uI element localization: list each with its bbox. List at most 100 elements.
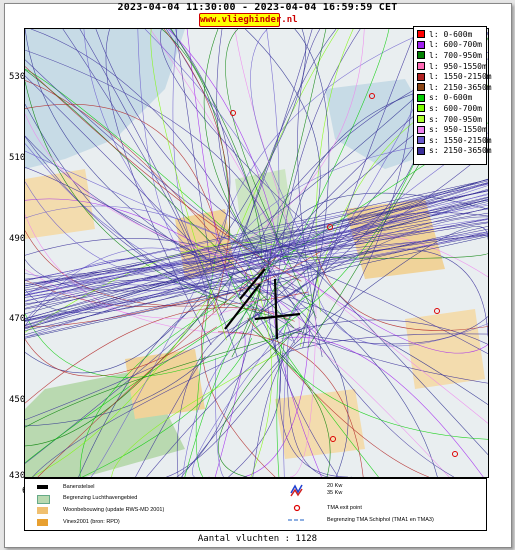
flight-track	[169, 29, 231, 262]
legend-swatch	[417, 83, 425, 92]
legend-label: s: 1550-2150m	[429, 135, 492, 145]
flight-track	[231, 29, 327, 358]
legend-label: l: 2150-3650m	[429, 82, 492, 92]
flight-track	[160, 29, 326, 241]
flight-track	[238, 244, 273, 477]
flight-track	[79, 29, 238, 358]
legend-swatch	[417, 62, 425, 71]
flight-track	[25, 326, 217, 377]
flight-track	[318, 226, 488, 328]
vinex-label: Vinex2001 (bron: RPD)	[63, 519, 120, 525]
flight-track	[245, 29, 321, 272]
flight-track	[144, 29, 309, 297]
flight-track	[225, 29, 317, 319]
flight-track	[25, 68, 248, 250]
flight-track	[25, 218, 488, 310]
flight-track	[289, 316, 488, 345]
flight-track	[251, 328, 331, 477]
flight-track	[25, 238, 301, 290]
flight-track	[294, 270, 488, 424]
tma-exit-points	[230, 93, 458, 457]
flight-track	[25, 103, 221, 241]
vinex-swatch	[37, 519, 48, 526]
period-title: 2023-04-04 11:30:00 - 2023-04-04 16:59:5…	[117, 2, 398, 13]
flight-track	[161, 29, 231, 240]
legend-item: s: 1550-2150m	[417, 135, 492, 146]
legend-item: s: 0-600m	[417, 93, 486, 104]
legend-item: l: 600-700m	[417, 40, 486, 51]
flight-track	[25, 194, 488, 296]
flight-track	[214, 331, 246, 477]
flight-track	[25, 283, 212, 374]
track-map[interactable]	[24, 28, 489, 478]
airport-boundary-swatch	[37, 495, 50, 504]
flight-track	[25, 219, 488, 301]
flight-track	[166, 310, 315, 477]
flight-track	[25, 193, 488, 328]
legend-item: l: 700-950m	[417, 50, 486, 61]
flight-track	[176, 248, 267, 477]
flight-track	[30, 29, 295, 344]
flight-track	[90, 264, 209, 477]
flight-track	[182, 307, 309, 477]
legend-swatch	[417, 40, 425, 49]
wind-icon	[290, 484, 303, 497]
flight-track	[25, 150, 314, 263]
legend-label: s: 700-950m	[429, 114, 482, 124]
flight-track	[297, 29, 323, 358]
flight-track	[315, 29, 354, 313]
flight-track	[252, 341, 320, 477]
flight-track	[301, 29, 417, 336]
flight-track	[25, 198, 488, 336]
water-area	[25, 29, 185, 169]
flight-track	[25, 49, 286, 264]
legend-label: l: 600-700m	[429, 40, 482, 50]
airport-boundary-label: Begrenzing Luchthavengebied	[63, 495, 138, 501]
legend-label: l: 700-950m	[429, 50, 482, 60]
flight-track	[25, 201, 488, 322]
flight-track	[228, 272, 488, 440]
wind-35-label: 35 Kw	[327, 490, 343, 496]
flight-track	[82, 337, 253, 477]
land-green	[235, 169, 295, 259]
flight-track	[269, 241, 322, 477]
wind-20-label: 20 Kw	[327, 483, 343, 489]
flight-track	[25, 178, 488, 330]
flight-track	[95, 29, 267, 241]
flight-track	[25, 233, 488, 305]
flight-track	[265, 192, 488, 279]
flight-track	[25, 292, 220, 464]
legend-swatch	[417, 104, 425, 113]
flight-track	[25, 259, 210, 292]
legend-item: l: 1550-2150m	[417, 71, 492, 82]
y-tick-label: 430	[9, 471, 26, 481]
legend-label: s: 2150-3650m	[429, 146, 492, 156]
flight-track	[295, 250, 488, 455]
legend-label: s: 950-1550m	[429, 125, 487, 135]
site-link[interactable]: www.vlieghinder.nl	[199, 13, 298, 27]
flight-track	[105, 29, 212, 345]
flight-track	[25, 208, 488, 296]
legend-swatch	[417, 146, 425, 155]
flight-track	[25, 269, 307, 319]
runway-label: Banenstelsel	[63, 484, 95, 490]
flight-track	[217, 29, 306, 247]
flight-track	[259, 291, 488, 405]
flight-track	[25, 182, 488, 302]
y-tick-label: 510	[9, 153, 26, 163]
flight-track	[256, 29, 390, 324]
flight-track	[25, 330, 302, 428]
flight-track	[282, 333, 488, 354]
flight-track	[192, 298, 305, 477]
altitude-legend: l: 0-600m l: 600-700m l: 700-950m l: 950-15…	[413, 26, 492, 165]
flight-track	[25, 197, 488, 319]
flight-track	[170, 29, 263, 339]
flight-track	[25, 188, 488, 327]
legend-label: s: 600-700m	[429, 103, 482, 113]
tma-exit-icon	[293, 504, 301, 512]
y-tick-label: 490	[9, 234, 26, 244]
flight-track	[293, 248, 488, 337]
flight-track	[25, 181, 252, 280]
flight-track	[228, 303, 281, 477]
flight-track	[135, 356, 206, 477]
